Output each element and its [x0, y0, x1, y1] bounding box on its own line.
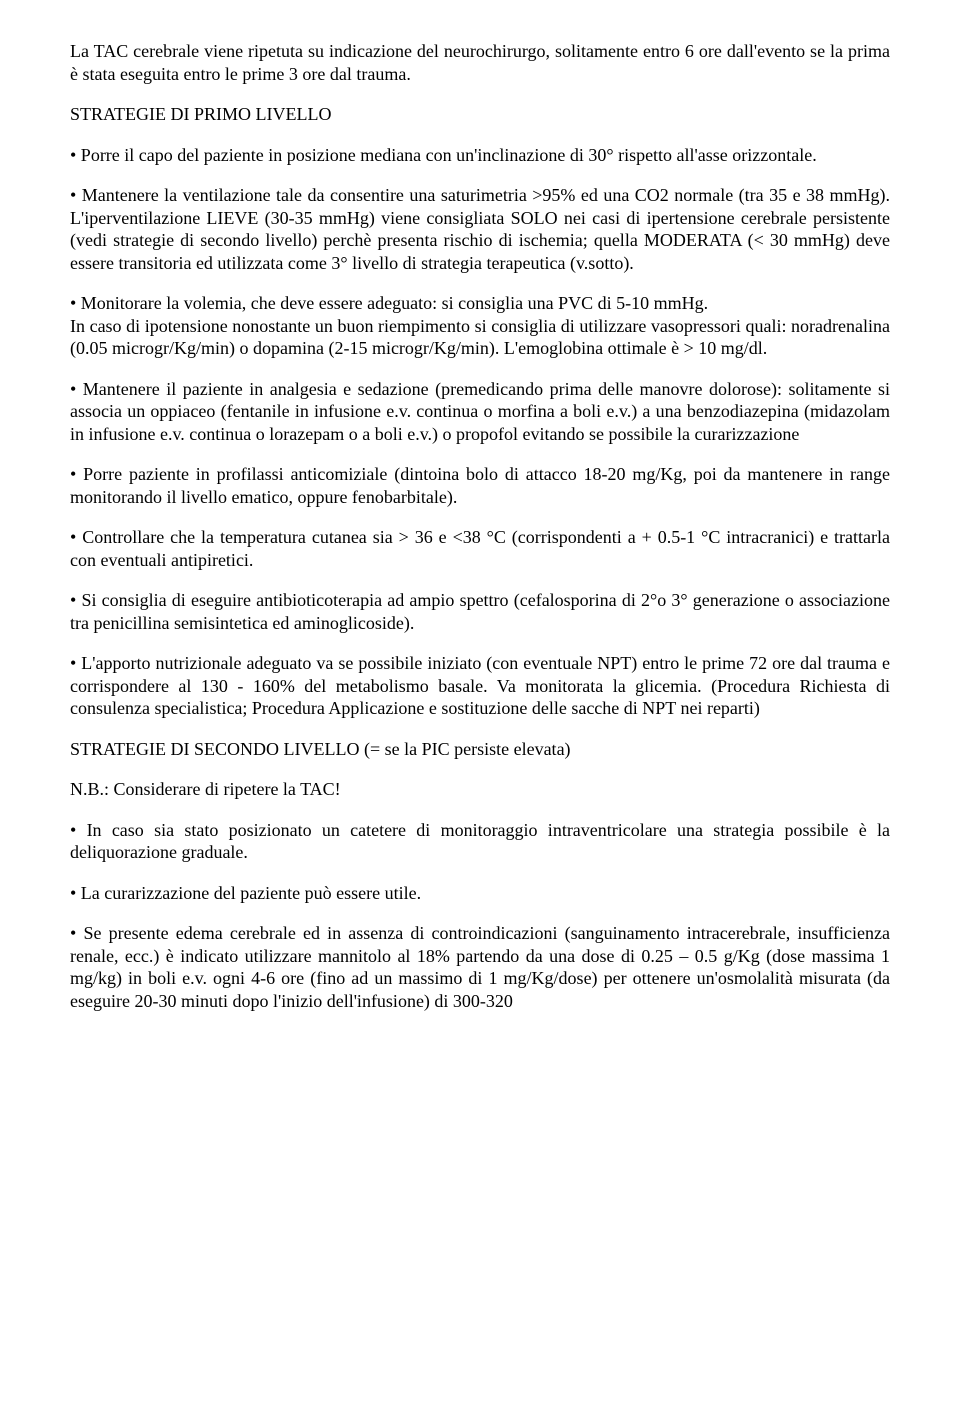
bullet-antibiotico: • Si consiglia di eseguire antibioticote… [70, 589, 890, 634]
bullet-temperatura: • Controllare che la temperatura cutanea… [70, 526, 890, 571]
bullet-posizione-capo: • Porre il capo del paziente in posizion… [70, 144, 890, 167]
bullet-curarizzazione: • La curarizzazione del paziente può ess… [70, 882, 890, 905]
heading-secondo-livello: STRATEGIE DI SECONDO LIVELLO (= se la PI… [70, 738, 890, 761]
bullet-volemia: • Monitorare la volemia, che deve essere… [70, 292, 890, 360]
bullet-volemia-line1: • Monitorare la volemia, che deve essere… [70, 292, 890, 315]
bullet-ventilazione: • Mantenere la ventilazione tale da cons… [70, 184, 890, 274]
bullet-volemia-line2: In caso di ipotensione nonostante un buo… [70, 315, 890, 360]
heading-primo-livello: STRATEGIE DI PRIMO LIVELLO [70, 103, 890, 126]
document-page: La TAC cerebrale viene ripetuta su indic… [0, 0, 960, 1052]
note-tac: N.B.: Considerare di ripetere la TAC! [70, 778, 890, 801]
bullet-edema: • Se presente edema cerebrale ed in asse… [70, 922, 890, 1012]
bullet-analgesia: • Mantenere il paziente in analgesia e s… [70, 378, 890, 446]
bullet-catetere: • In caso sia stato posizionato un catet… [70, 819, 890, 864]
bullet-nutrizionale: • L'apporto nutrizionale adeguato va se … [70, 652, 890, 720]
bullet-profilassi: • Porre paziente in profilassi anticomiz… [70, 463, 890, 508]
paragraph-intro: La TAC cerebrale viene ripetuta su indic… [70, 40, 890, 85]
